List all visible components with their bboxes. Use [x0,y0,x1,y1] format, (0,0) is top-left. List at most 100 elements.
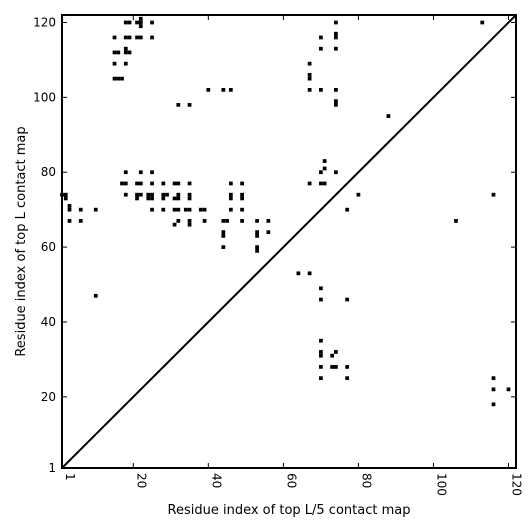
contact-point [491,376,496,381]
contact-point [345,207,350,212]
contact-point [240,207,244,212]
contact-point [161,181,166,186]
contact-point [307,61,312,66]
contact-point [228,196,233,201]
contact-point [221,230,226,235]
contact-point [334,102,338,107]
contact-point [127,35,132,40]
plot-frame [61,14,517,469]
x-axis-label: Residue index of top L/5 contact map [168,503,411,518]
contact-point [334,350,338,354]
contact-point [112,50,117,55]
x-tick-label: 120 [509,473,523,496]
contact-point [138,181,143,186]
contact-point [322,181,327,186]
contact-point [266,230,271,235]
contact-point [255,234,259,238]
contact-point [491,387,496,392]
contact-point [307,88,312,92]
y-tick-label: 100 [33,90,56,104]
y-tick-label: 80 [41,165,56,179]
contact-point [138,192,143,197]
contact-point [176,181,181,186]
x-tick-label: 20 [134,473,148,488]
contact-point [202,207,207,212]
contact-point [165,192,169,197]
contact-point [386,114,391,118]
contact-point [150,20,154,25]
contact-point [319,376,323,381]
contact-point [123,181,128,186]
contact-point [266,219,271,223]
contact-point [330,353,335,358]
contact-point [187,222,192,227]
contact-point [150,207,154,212]
contact-point [319,170,323,175]
contact-point [63,196,68,201]
contact-point [334,170,338,175]
contact-point [183,207,188,212]
contact-point [172,196,177,201]
contact-point [334,31,338,36]
contact-point [334,35,338,40]
contact-point [322,166,327,171]
contact-point [138,16,143,21]
x-tick-label: 40 [209,473,223,488]
contact-point [138,20,143,25]
contact-point [123,61,128,66]
contact-point [123,192,128,197]
contact-point [198,207,203,212]
x-tick-label: 100 [434,473,448,496]
contact-point [187,192,192,197]
contact-point [228,88,233,92]
contact-point [146,192,151,197]
contact-point [319,353,323,358]
x-ticks: 1 20 40 60 80 100 120 [61,15,523,496]
contact-point [67,207,72,212]
contact-point [135,35,139,40]
y-tick-label: 60 [41,240,56,254]
contact-point [240,196,244,201]
contact-point [255,219,259,223]
contact-point [123,46,128,51]
y-tick-label: 20 [41,390,56,404]
contact-point [176,196,181,201]
contact-point [319,297,323,302]
contact-point [345,376,350,381]
contact-point [78,219,83,223]
contact-point [221,219,226,223]
contact-point [240,181,244,186]
contact-point [334,99,338,103]
contact-point [112,76,117,81]
contact-point [221,245,226,249]
contact-point [255,248,259,253]
contact-point [161,196,166,201]
contact-point [172,181,177,186]
contact-point [491,402,496,407]
contact-point [319,46,323,51]
contact-point [187,102,192,107]
contact-point [150,192,154,197]
contact-point [172,207,177,212]
contact-point [150,196,154,201]
contact-point [123,20,128,25]
contact-point [138,35,143,40]
contact-point [491,192,496,197]
contact-point [123,35,128,40]
contact-point [187,219,192,223]
contact-point [322,159,327,163]
contact-point [334,20,338,25]
contact-point [319,350,323,354]
contact-point [319,286,323,291]
contact-point [228,181,233,186]
contact-point [240,192,244,197]
y-tick-label: 120 [33,15,56,29]
contact-point [161,192,166,197]
contact-point [63,192,68,197]
contact-point [146,196,151,201]
contact-point [228,207,233,212]
contact-point [123,50,128,55]
contact-point [307,73,312,77]
contact-point [135,20,139,25]
